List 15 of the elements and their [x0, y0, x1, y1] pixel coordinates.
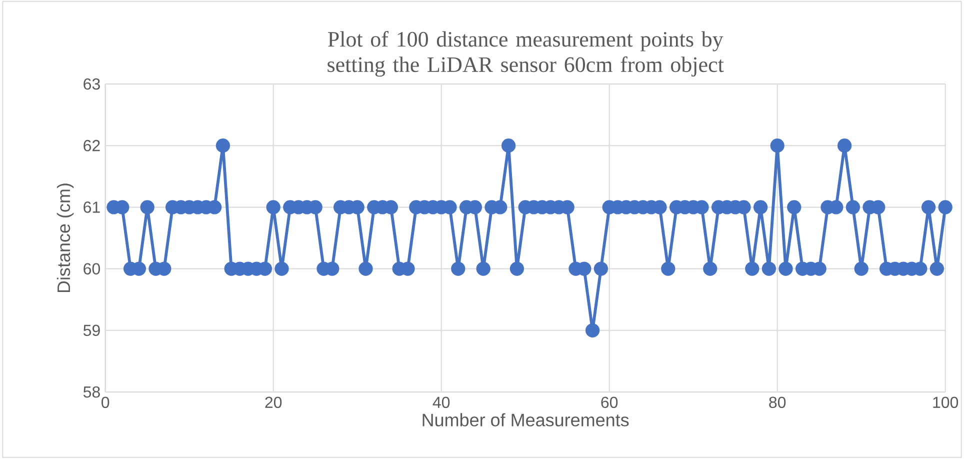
x-tick-label: 100 [933, 396, 958, 408]
x-tick-label: 0 [102, 396, 110, 408]
chart-title: Plot of 100 distance measurement points by setting the LiDAR sensor 60cm from object [328, 31, 724, 77]
y-tick-label: 58 [83, 386, 100, 398]
y-tick-label: 62 [84, 140, 100, 152]
x-axis-title: Number of Measurements [422, 413, 629, 427]
x-tick-label: 20 [265, 396, 282, 408]
y-tick-label: 60 [84, 263, 100, 275]
y-axis-title: Distance (cm) [56, 184, 74, 292]
x-tick-label: 60 [601, 396, 618, 408]
y-tick-label: 61 [84, 202, 100, 214]
y-tick-label: 59 [83, 324, 100, 336]
y-tick-label: 63 [84, 78, 100, 90]
x-tick-label: 80 [769, 396, 786, 408]
x-tick-label: 40 [432, 396, 450, 408]
